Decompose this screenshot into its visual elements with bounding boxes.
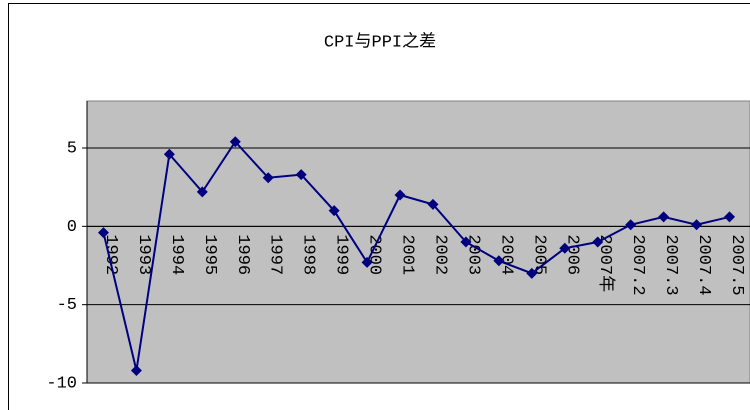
x-tick-label: 2007.3 xyxy=(661,234,680,295)
x-tick-label: 2000 xyxy=(365,234,384,275)
marker xyxy=(328,205,340,217)
marker xyxy=(427,198,439,210)
y-tick-label: -5 xyxy=(57,296,77,315)
marker xyxy=(295,169,307,181)
x-tick-label: 2001 xyxy=(398,234,417,275)
x-tick-label: 1995 xyxy=(200,234,219,275)
x-tick-label: 2007.5 xyxy=(727,234,746,295)
x-tick-label: 1999 xyxy=(332,234,351,275)
marker xyxy=(229,136,241,148)
x-tick-label: 2002 xyxy=(430,234,449,275)
marker xyxy=(691,219,703,231)
marker xyxy=(262,172,274,184)
x-tick-label: 2007.2 xyxy=(628,234,647,295)
x-tick-label: 1997 xyxy=(266,234,285,275)
marker xyxy=(526,267,538,279)
x-tick-label: 1994 xyxy=(167,234,186,275)
x-tick-label: 2007年 xyxy=(595,234,616,292)
x-tick-label: 2004 xyxy=(496,234,515,275)
marker xyxy=(493,255,505,267)
marker xyxy=(724,211,736,223)
line xyxy=(102,140,730,371)
marker xyxy=(460,236,472,248)
marker xyxy=(361,256,373,268)
x-tick-label: 1993 xyxy=(134,234,153,275)
x-tick-label: 1992 xyxy=(101,234,120,275)
marker xyxy=(163,148,175,160)
x-tick-label: 2006 xyxy=(562,234,581,275)
marker xyxy=(97,227,109,239)
x-tick-label: 2007.4 xyxy=(694,234,713,295)
chart-title: CPI与PPI之差 xyxy=(324,31,436,52)
x-tick-label: 1998 xyxy=(299,234,318,275)
y-tick-label: -10 xyxy=(46,374,77,393)
y-tick-label: 5 xyxy=(67,139,77,158)
marker xyxy=(658,211,670,223)
marker xyxy=(592,236,604,248)
y-tick-label: 0 xyxy=(67,218,77,237)
marker xyxy=(559,242,571,254)
x-tick-label: 1996 xyxy=(233,234,252,275)
marker xyxy=(130,364,142,376)
marker xyxy=(394,189,406,201)
marker xyxy=(625,219,637,231)
marker xyxy=(196,186,208,198)
